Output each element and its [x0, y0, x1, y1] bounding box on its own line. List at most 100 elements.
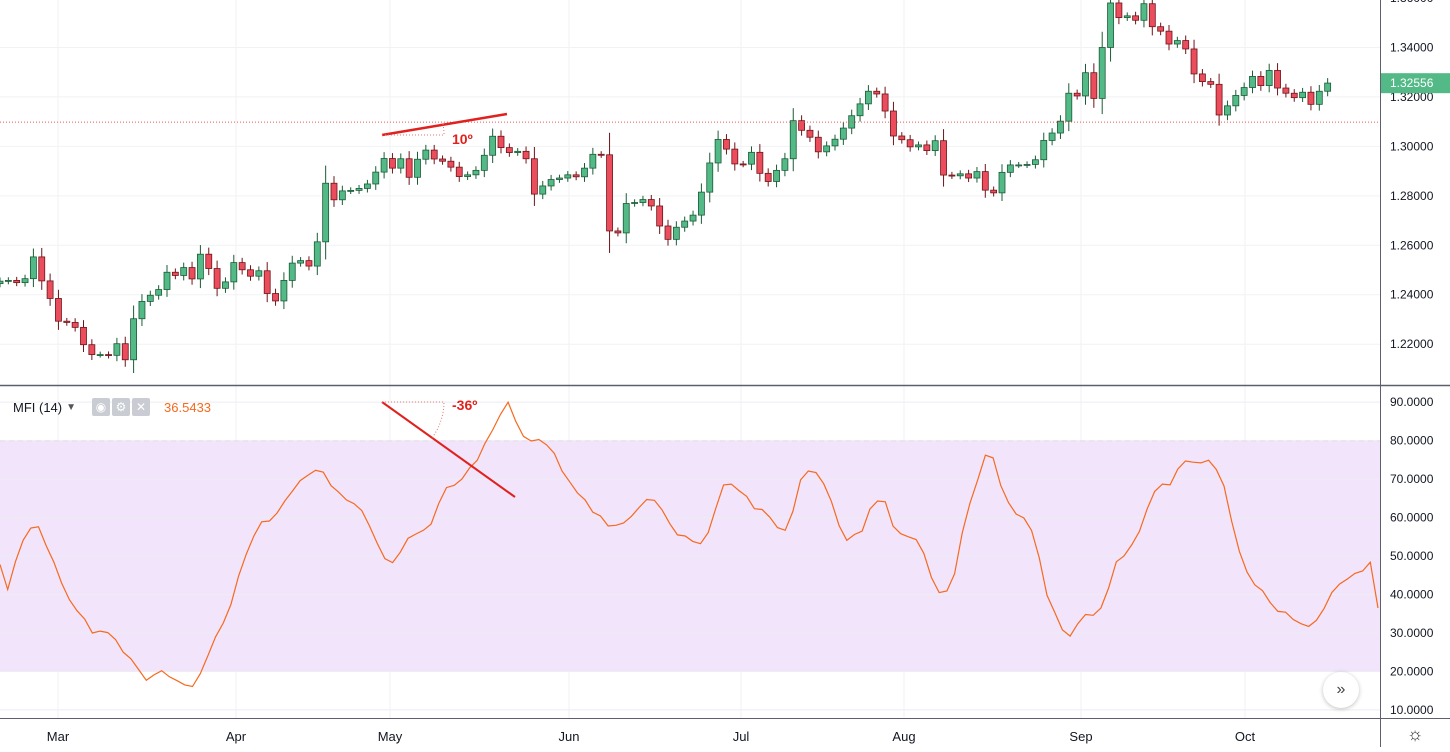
candle-body: [46, 280, 54, 299]
mfi-scale-label: 20.0000: [1390, 664, 1434, 678]
candle-body: [305, 260, 313, 267]
candle-body: [915, 144, 922, 148]
eye-icon[interactable]: ◉: [92, 398, 111, 416]
month-label: Oct: [1235, 729, 1256, 744]
chevron-down-icon[interactable]: ▼: [66, 401, 77, 413]
close-icon[interactable]: ✕: [132, 398, 151, 416]
candle-body: [514, 150, 522, 153]
gear-icon[interactable]: ⚙: [112, 398, 131, 416]
candle-body: [130, 318, 138, 361]
candle-body: [1165, 30, 1173, 45]
candle-body: [1324, 82, 1332, 92]
candle-body: [865, 90, 872, 105]
candle-body: [38, 256, 46, 282]
candle-body: [973, 171, 981, 179]
candle-body: [998, 171, 1006, 194]
candle-body: [1249, 76, 1256, 88]
candle-body: [990, 189, 998, 194]
price-scale-label: 1.22000: [1390, 337, 1434, 351]
mfi-trendline[interactable]: [381, 401, 516, 498]
candle-body: [814, 136, 822, 153]
candle-body: [547, 179, 555, 187]
candle-body: [1207, 81, 1215, 85]
candle-body: [1073, 92, 1081, 97]
candle-body: [1290, 92, 1298, 99]
candle-body: [263, 270, 271, 294]
month-label: Apr: [226, 729, 247, 744]
candle-body: [965, 173, 972, 179]
candle-body: [55, 298, 62, 322]
candle-body: [1065, 92, 1073, 122]
candle-body: [230, 262, 238, 283]
candle-body: [564, 174, 572, 179]
candle-body: [1274, 70, 1281, 89]
indicator-legend[interactable]: MFI (14) ▼ ◉ ⚙ ✕ 36.5433: [13, 397, 211, 417]
indicator-title[interactable]: MFI (14): [13, 399, 63, 415]
candle-body: [798, 120, 805, 131]
candle-body: [489, 135, 497, 156]
candle-body: [831, 138, 839, 147]
candle-body: [1023, 164, 1031, 166]
candle-body: [764, 172, 772, 182]
settings-icon[interactable]: ☼: [1406, 723, 1424, 744]
candle-body: [171, 271, 179, 276]
mfi-scale-label: 60.0000: [1390, 511, 1434, 525]
candle-body: [205, 253, 213, 269]
candle-body: [756, 151, 764, 174]
price-angle-arc: [382, 123, 445, 136]
candle-body: [105, 354, 112, 356]
candle-body: [1057, 120, 1064, 134]
candle-body: [380, 158, 388, 173]
candle-body: [848, 115, 856, 129]
mfi-scale-label: 30.0000: [1390, 626, 1434, 640]
candle-body: [714, 139, 722, 164]
candle-body: [1190, 48, 1198, 75]
candle-body: [706, 162, 714, 193]
candle-body: [539, 185, 547, 195]
candle-body: [1090, 72, 1098, 99]
price-scale-label: 1.30000: [1390, 139, 1434, 153]
candle-body: [222, 281, 229, 289]
candle-body: [439, 158, 446, 162]
candle-body: [455, 166, 463, 177]
candle-body: [856, 103, 864, 117]
candle-body: [931, 140, 939, 151]
price-scale-label: 1.26000: [1390, 238, 1434, 252]
candle-body: [1257, 76, 1265, 86]
candle-body: [247, 269, 254, 277]
candle-body: [464, 174, 472, 177]
candle-body: [731, 148, 739, 165]
candle-body: [806, 129, 814, 138]
mfi-scale-label: 50.0000: [1390, 549, 1434, 563]
candle-body: [280, 280, 288, 302]
candle-body: [1082, 72, 1089, 97]
candle-body: [71, 322, 79, 328]
mfi-line: [0, 400, 1379, 688]
candle-body: [572, 174, 580, 178]
candles-group: [0, 0, 1332, 374]
candle-body: [1157, 26, 1165, 32]
candle-body: [606, 154, 613, 232]
scroll-to-realtime-button[interactable]: »: [1323, 672, 1359, 708]
candle-body: [881, 93, 889, 112]
candle-body: [505, 147, 513, 153]
candle-body: [940, 140, 947, 176]
candle-body: [656, 205, 664, 227]
candle-body: [739, 163, 747, 166]
candle-body: [956, 173, 964, 177]
candle-body: [155, 289, 163, 296]
price-trendline[interactable]: [381, 112, 508, 137]
candle-body: [522, 150, 530, 160]
price-scale-label: 1.34000: [1390, 40, 1434, 54]
candle-body: [372, 171, 380, 185]
candle-body: [1199, 73, 1206, 82]
candle-body: [196, 253, 204, 280]
candle-body: [480, 154, 488, 171]
price-scale-label: 1.36000: [1390, 0, 1434, 5]
candle-body: [288, 262, 296, 281]
candle-body: [313, 241, 321, 267]
candle-body: [589, 153, 597, 169]
candle-body: [272, 293, 279, 302]
